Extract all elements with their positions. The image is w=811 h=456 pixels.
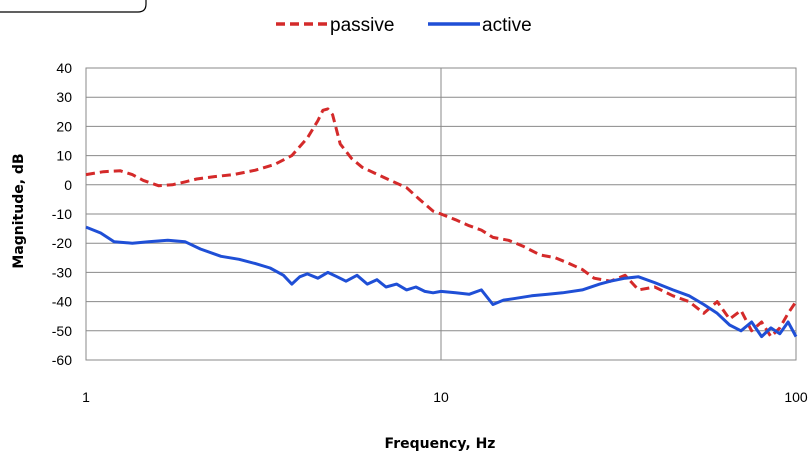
legend: passive active <box>276 15 532 36</box>
corner-frame <box>0 0 147 13</box>
x-tick-label: 10 <box>433 389 449 405</box>
x-tick-labels: 1 10 100 <box>82 389 808 405</box>
x-tick-label: 1 <box>82 389 90 405</box>
legend-label-active: active <box>482 15 532 36</box>
series-line-passive <box>85 107 798 339</box>
y-tick-label: 20 <box>56 118 72 134</box>
x-tick-label: 100 <box>784 389 808 405</box>
y-axis-title: Magnitude, dB <box>11 153 27 268</box>
y-tick-label: -60 <box>52 352 72 368</box>
y-tick-label: -40 <box>52 294 72 310</box>
series-layer <box>85 107 798 339</box>
series-line-active <box>85 225 798 339</box>
y-tick-label: -10 <box>52 206 72 222</box>
plot-area-border <box>85 67 797 361</box>
x-axis-title: Frequency, Hz <box>385 436 496 452</box>
y-tick-label: -50 <box>52 323 72 339</box>
y-tick-label: 0 <box>64 177 72 193</box>
y-tick-labels: 40 30 20 10 0 -10 -20 -30 -40 -50 -60 <box>52 60 72 368</box>
y-tick-label: 10 <box>56 148 72 164</box>
y-tick-label: -30 <box>52 264 72 280</box>
y-tick-label: 30 <box>56 89 72 105</box>
plot-frame <box>85 67 797 361</box>
legend-label-passive: passive <box>330 15 394 36</box>
y-tick-label: 40 <box>56 60 72 76</box>
y-tick-label: -20 <box>52 235 72 251</box>
